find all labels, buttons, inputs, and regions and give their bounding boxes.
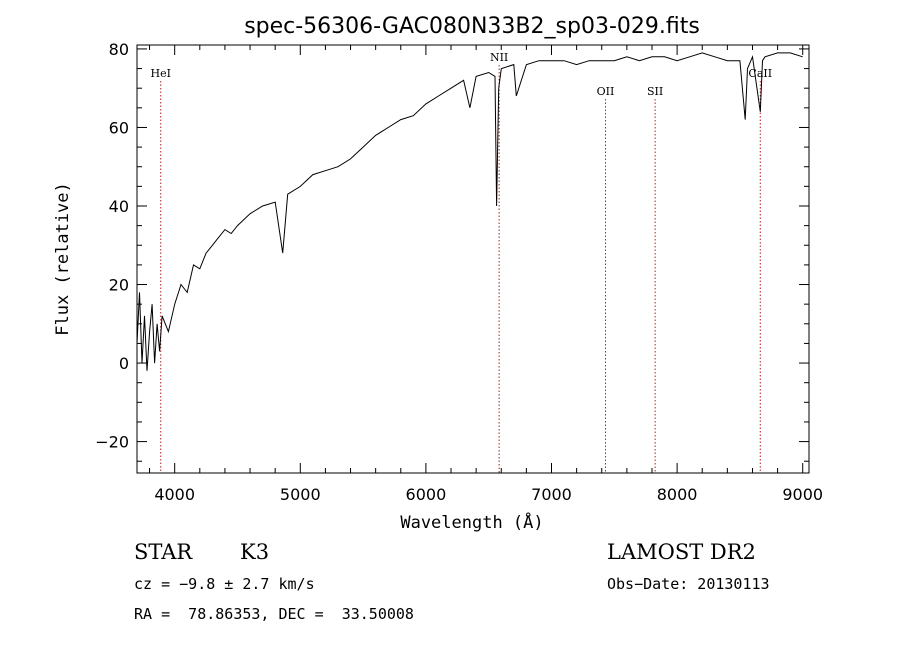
x-tick-label: 8000 bbox=[657, 485, 698, 504]
y-tick-label: −20 bbox=[95, 433, 129, 452]
y-tick-label: 40 bbox=[109, 197, 129, 216]
y-tick-label: 60 bbox=[109, 118, 129, 137]
chart-title: spec-56306-GAC080N33B2_sp03-029.fits bbox=[244, 14, 700, 39]
x-tick-label: 7000 bbox=[531, 485, 572, 504]
observation-date: Obs−Date: 20130113 bbox=[607, 575, 770, 593]
y-axis-label: Flux (relative) bbox=[53, 182, 73, 336]
object-class: STAR bbox=[134, 540, 193, 564]
y-tick-label: 20 bbox=[109, 276, 129, 295]
x-axis-label: Wavelength (Å) bbox=[400, 511, 543, 533]
y-tick-label: 0 bbox=[119, 354, 129, 373]
x-tick-label: 9000 bbox=[782, 485, 823, 504]
x-tick-label: 5000 bbox=[280, 485, 321, 504]
axis-ticks: 4000 5000 6000 7000 8000 9000 −20 0 20 40 60 80 bbox=[95, 40, 823, 504]
coordinates-text: RA = 78.86353, DEC = 33.50008 bbox=[134, 605, 414, 623]
line-marker-label: OII bbox=[597, 85, 615, 98]
line-markers: HeI NII OII SII CaII bbox=[151, 51, 772, 473]
line-marker-label: NII bbox=[490, 51, 508, 64]
object-subclass: K3 bbox=[240, 540, 270, 564]
y-tick-label: 80 bbox=[109, 40, 129, 59]
redshift-text: cz = −9.8 ± 2.7 km/s bbox=[134, 575, 315, 593]
x-tick-label: 6000 bbox=[406, 485, 447, 504]
line-marker-label: HeI bbox=[151, 67, 171, 80]
spectrum-line bbox=[136, 52, 803, 371]
line-marker-label: SII bbox=[647, 85, 663, 98]
plot-frame bbox=[136, 44, 810, 474]
survey-name: LAMOST DR2 bbox=[607, 540, 756, 564]
x-tick-label: 4000 bbox=[154, 485, 195, 504]
line-marker-label: CaII bbox=[748, 67, 772, 80]
